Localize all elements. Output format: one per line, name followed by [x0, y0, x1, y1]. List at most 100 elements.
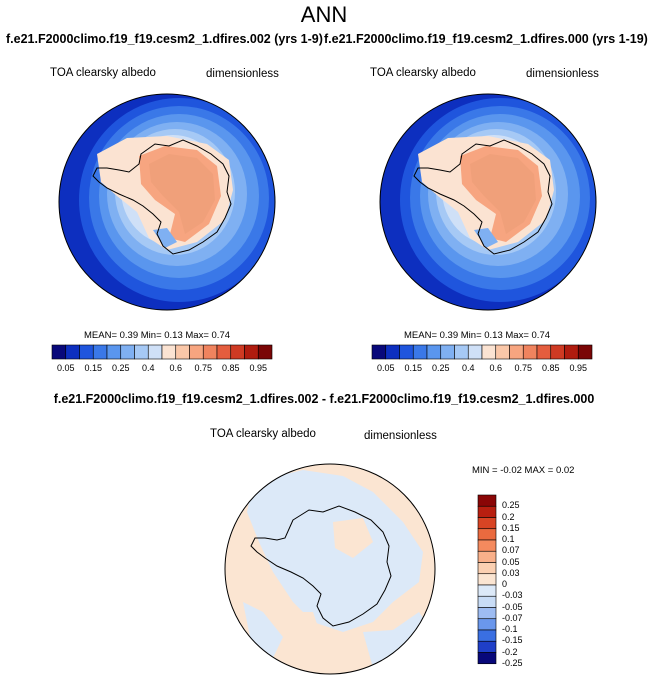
colorbar-swatch — [385, 344, 400, 360]
colorbar-swatch — [477, 550, 497, 563]
difference-colorbar — [477, 494, 497, 665]
colorbar-swatch — [481, 344, 497, 360]
colorbar-tick-label: -0.25 — [502, 657, 523, 668]
colorbar-swatch — [189, 344, 204, 360]
colorbar-swatch — [564, 344, 579, 360]
colorbar-tick-label: 0.85 — [541, 363, 560, 373]
right-polar-map — [379, 93, 597, 311]
colorbar-swatch — [536, 344, 552, 360]
colorbar-swatch — [202, 344, 218, 360]
colorbar-swatch — [412, 344, 428, 360]
colorbar-tick-label: -0.1 — [502, 624, 518, 634]
colorbar-tick-label: 0.05 — [56, 363, 75, 373]
colorbar-tick-label: 0.95 — [569, 363, 588, 373]
difference-variable-label: TOA clearsky albedo — [210, 428, 316, 440]
colorbar-swatch — [426, 344, 442, 360]
difference-map-fill — [225, 464, 435, 674]
colorbar-swatch — [522, 344, 538, 360]
colorbar-tick-label: 0.95 — [249, 363, 268, 373]
left-stats: MEAN= 0.39 Min= 0.13 Max= 0.74 — [84, 330, 231, 341]
difference-antarctica-coastline — [250, 505, 392, 627]
right-run-title: f.e21.F2000climo.f19_f19.cesm2_1.dfires.… — [324, 32, 648, 46]
colorbar-swatch — [477, 517, 497, 530]
colorbar-swatch — [477, 494, 497, 507]
colorbar-tick-label: -0.07 — [502, 612, 523, 623]
colorbar-tick-label: -0.05 — [502, 601, 523, 612]
colorbar-swatch — [467, 344, 483, 360]
colorbar-tick-label: 0.07 — [502, 545, 520, 556]
colorbar-tick-label: -0.03 — [502, 590, 523, 601]
colorbar-tick-label: 0.4 — [141, 363, 155, 373]
main-title: ANN — [300, 2, 348, 27]
colorbar-tick-label: 0.75 — [514, 363, 533, 373]
colorbar-tick-label: 0.05 — [502, 556, 520, 567]
colorbar-tick-label: 0.25 — [502, 500, 520, 511]
left-units-label: dimensionless — [206, 68, 279, 80]
difference-map-border — [224, 463, 436, 675]
colorbar-swatch — [134, 344, 149, 360]
colorbar-swatch — [477, 528, 497, 541]
colorbar-swatch — [92, 344, 108, 360]
colorbar-swatch — [440, 344, 455, 360]
difference-polar-map — [224, 463, 436, 675]
colorbar-swatch — [371, 344, 387, 360]
colorbar-tick-label: 0 — [502, 579, 508, 589]
colorbar-swatch — [477, 652, 497, 665]
colorbar-swatch — [454, 344, 469, 360]
colorbar-tick-label: 0.15 — [502, 522, 520, 533]
colorbar-swatch — [216, 344, 232, 360]
difference-units-label: dimensionless — [364, 430, 437, 442]
left-colorbar — [51, 344, 273, 360]
right-map-fill — [380, 94, 596, 310]
right-units-label: dimensionless — [526, 68, 599, 80]
left-map-fill — [59, 94, 275, 310]
colorbar-swatch — [477, 595, 497, 608]
colorbar-swatch — [477, 629, 497, 642]
right-colorbar — [371, 344, 593, 360]
colorbar-swatch — [147, 344, 163, 360]
difference-title: f.e21.F2000climo.f19_f19.cesm2_1.dfires.… — [53, 392, 595, 406]
colorbar-swatch — [509, 344, 524, 360]
colorbar-tick-label: 0.15 — [404, 363, 423, 373]
colorbar-tick-label: 0.6 — [489, 363, 502, 373]
difference-stats: MIN = -0.02 MAX = 0.02 — [472, 465, 575, 476]
colorbar-tick-label: 0.03 — [502, 567, 520, 578]
colorbar-swatch — [65, 344, 80, 360]
colorbar-swatch — [120, 344, 135, 360]
colorbar-tick-label: 0.6 — [169, 363, 182, 373]
right-antarctica-coastline — [413, 139, 553, 255]
colorbar-tick-label: 0.25 — [111, 363, 130, 373]
colorbar-swatch — [477, 562, 497, 575]
colorbar-tick-label: 0.05 — [376, 363, 395, 373]
colorbar-swatch — [550, 344, 565, 360]
colorbar-tick-label: 0.15 — [84, 363, 103, 373]
colorbar-swatch — [477, 584, 497, 597]
colorbar-swatch — [477, 640, 497, 653]
colorbar-tick-label: -0.15 — [502, 635, 523, 646]
colorbar-swatch — [495, 344, 510, 360]
colorbar-swatch — [79, 344, 94, 360]
colorbar-tick-label: 0.85 — [221, 363, 240, 373]
colorbar-tick-label: 0.1 — [502, 534, 515, 544]
colorbar-swatch — [175, 344, 190, 360]
colorbar-swatch — [106, 344, 122, 360]
right-stats: MEAN= 0.39 Min= 0.13 Max= 0.74 — [404, 330, 551, 341]
colorbar-swatch — [477, 505, 497, 518]
colorbar-swatch — [244, 344, 259, 360]
colorbar-swatch — [257, 344, 273, 360]
colorbar-swatch — [477, 539, 497, 552]
colorbar-swatch — [577, 344, 593, 360]
colorbar-tick-label: 0.25 — [431, 363, 450, 373]
colorbar-swatch — [51, 344, 67, 360]
colorbar-swatch — [161, 344, 177, 360]
left-map-border — [58, 93, 276, 311]
left-polar-map — [58, 93, 276, 311]
colorbar-tick-label: 0.75 — [194, 363, 213, 373]
colorbar-swatch — [477, 607, 497, 620]
left-antarctica-coastline — [92, 139, 232, 255]
colorbar-swatch — [477, 618, 497, 631]
left-variable-label: TOA clearsky albedo — [50, 67, 156, 79]
right-variable-label: TOA clearsky albedo — [370, 67, 476, 79]
left-run-title: f.e21.F2000climo.f19_f19.cesm2_1.dfires.… — [6, 32, 323, 46]
colorbar-swatch — [399, 344, 414, 360]
